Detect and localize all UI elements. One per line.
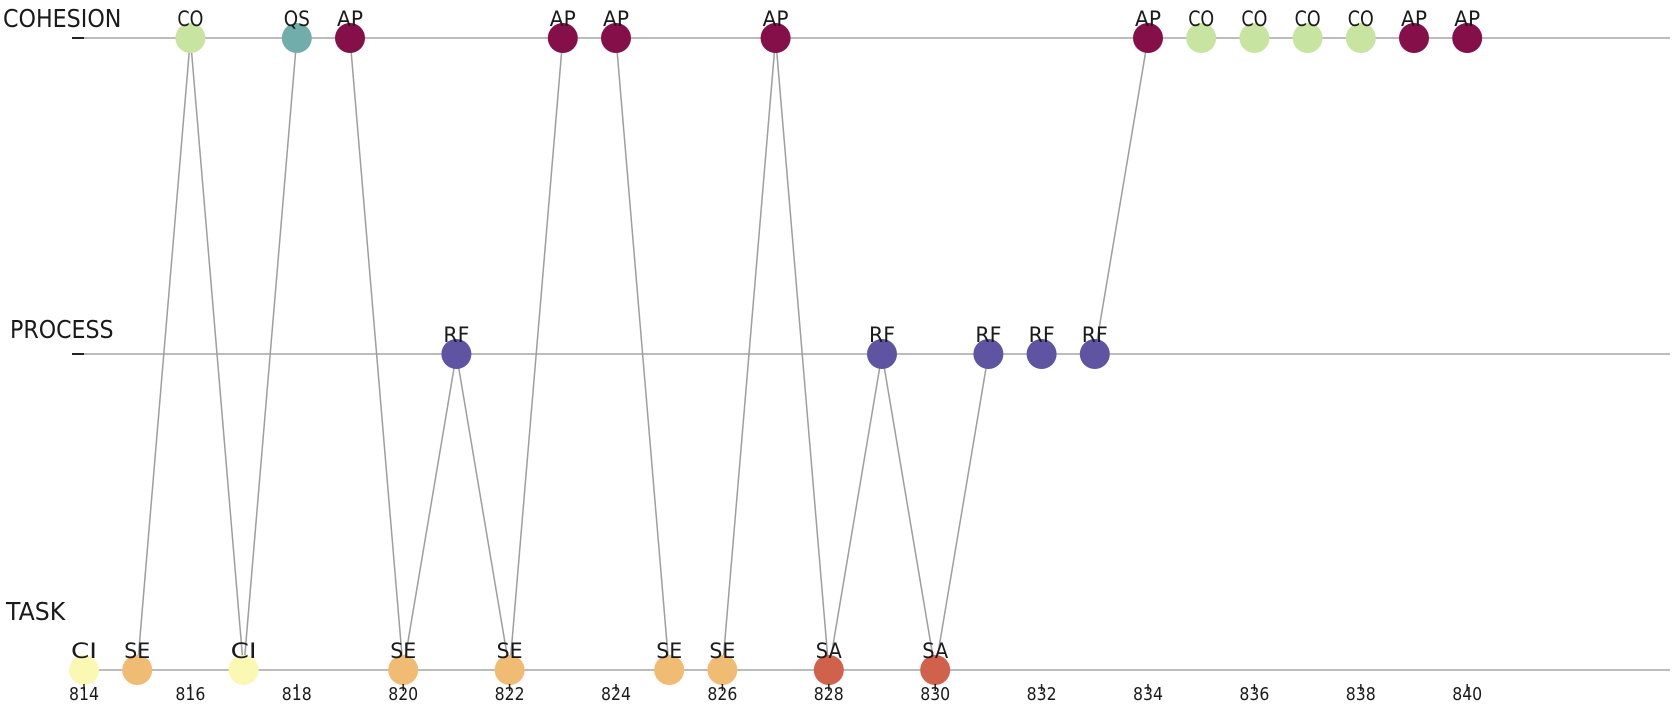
point-label: RF [443,323,469,347]
point-label: AP [763,7,789,31]
x-tick-label: 814 [69,684,99,705]
point-label: AP [337,7,363,31]
transition-link [1094,37,1149,355]
point-label: SE [124,639,150,663]
point-label: CO [177,7,203,31]
point-label: CO [1295,7,1321,31]
lane-label-cohesion: COHESION [3,4,121,33]
point-label: CO [1241,7,1267,31]
point-co-816 [175,23,206,53]
point-ap-819 [335,23,365,53]
transition-link [455,353,511,671]
point-co-836 [1239,23,1270,53]
transition-link [721,37,777,671]
point-label: SE [656,639,682,663]
transition-link [881,353,936,671]
x-tick-label: 832 [1027,684,1057,705]
point-label: AP [550,7,576,31]
transition-link [508,37,564,671]
x-tick-label: 822 [495,684,525,705]
x-tick-label: 834 [1133,684,1163,705]
x-tick-label: 828 [814,684,844,705]
transition-link [774,37,830,671]
x-tick-label: 824 [601,684,631,705]
point-ap-839 [1399,23,1429,53]
point-se-820 [388,655,419,685]
x-tick-label: 826 [707,684,737,705]
point-sa-828 [813,655,844,685]
point-label: AP [1454,7,1480,31]
point-label: CO [1188,7,1214,31]
point-label: RF [869,323,895,347]
point-label: RF [975,323,1001,347]
point-rf-831 [973,339,1004,369]
point-qs-818 [281,23,312,53]
point-label: SA [922,639,949,663]
transition-link [189,37,245,671]
point-label: QS [284,7,310,31]
transition-link [934,353,990,671]
point-label: AP [1401,7,1427,31]
point-ci-817 [228,655,259,685]
point-label: AP [1135,7,1161,31]
point-ap-824 [601,23,631,53]
transition-link [242,37,298,671]
point-label: SE [497,639,523,663]
lanes-layer: COHESION PROCESS TASK [3,4,1670,671]
x-tick-label: 840 [1452,684,1482,705]
point-se-826 [707,655,738,685]
x-axis: 814 816 818 820 822 824 826 828 830 832 834 836 838 8… [69,684,1482,705]
point-ci-814 [69,655,99,685]
point-label: RF [1029,323,1055,347]
x-tick-label: 820 [388,684,418,705]
point-se-815 [122,655,153,685]
point-label: SE [709,639,735,663]
point-ap-823 [547,23,578,53]
links-layer [136,37,1149,671]
point-co-835 [1186,23,1217,53]
x-tick-label: 816 [175,684,205,705]
point-rf-829 [867,339,897,369]
transition-link [615,37,670,671]
transition-link [828,353,883,671]
point-label: RF [1082,323,1108,347]
transition-link [136,37,192,671]
point-label: CI [71,639,97,663]
point-co-837 [1292,23,1323,53]
point-se-822 [494,655,525,685]
point-label: AP [603,7,629,31]
point-rf-833 [1079,339,1110,369]
point-rf-821 [441,339,472,369]
point-rf-832 [1026,339,1057,369]
point-co-838 [1345,23,1376,53]
lane-label-process: PROCESS [10,315,114,344]
point-label: CI [231,639,257,663]
x-tick-label: 818 [282,684,312,705]
point-label: SA [816,639,843,663]
point-ap-840 [1452,23,1483,53]
point-sa-830 [920,655,951,685]
points-layer: CI SE CO CI QS AP SE RF SE AP AP SE SE AP SA RF SA RF RF RF… [69,7,1483,685]
x-tick-label: 830 [920,684,950,705]
transition-link [402,353,458,671]
lane-label-task: TASK [5,597,66,626]
point-ap-834 [1133,23,1163,53]
transition-link [349,37,404,671]
x-tick-label: 836 [1239,684,1269,705]
point-se-825 [654,655,685,685]
point-ap-827 [760,23,791,53]
point-label: CO [1348,7,1374,31]
x-tick-label: 838 [1346,684,1376,705]
point-label: SE [390,639,416,663]
